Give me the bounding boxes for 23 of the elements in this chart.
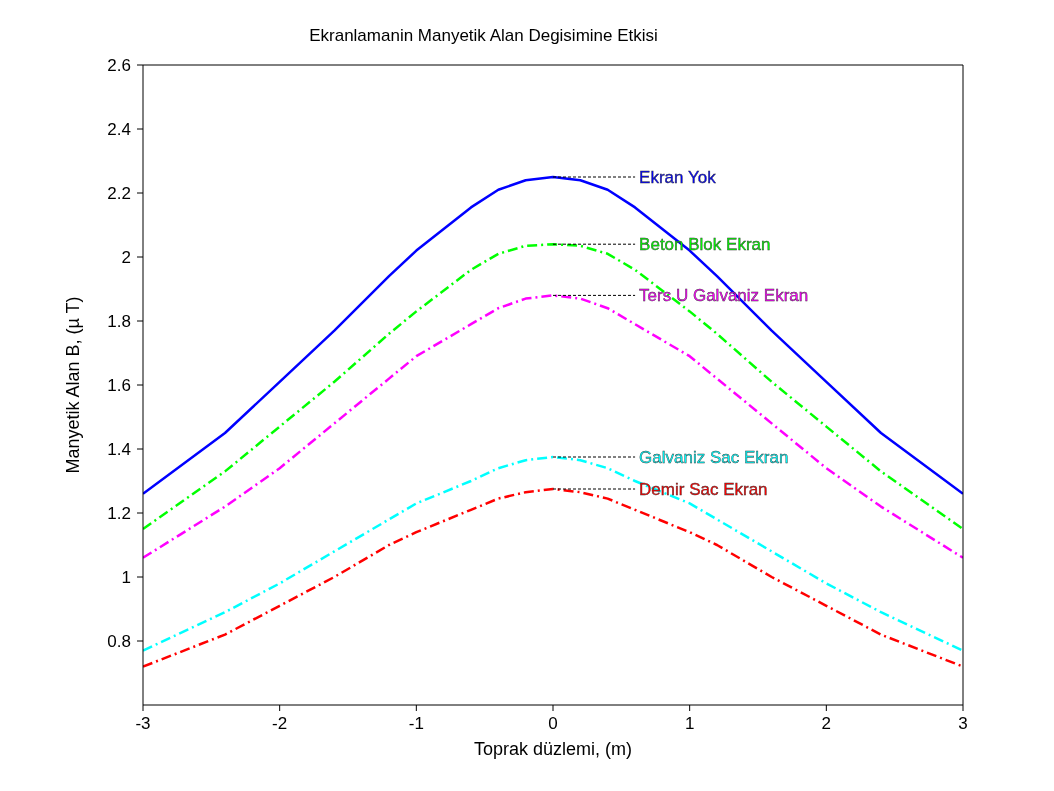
y-tick-label: 1.6 (107, 376, 131, 396)
x-tick-label: -1 (408, 714, 424, 734)
y-tick-label: 2.2 (107, 184, 131, 204)
y-tick-label: 0.8 (107, 632, 131, 652)
y-tick-label: 1 (121, 568, 131, 588)
y-tick-label: 2 (121, 248, 131, 268)
series-label: Beton Blok Ekran (639, 235, 771, 255)
y-tick-label: 1.2 (107, 504, 131, 524)
x-tick-label: 3 (958, 714, 968, 734)
x-axis-title: Toprak düzlemi, (m) (473, 739, 633, 759)
x-tick-label: 1 (684, 714, 695, 734)
y-tick-label: 2.6 (107, 56, 131, 76)
x-tick-label: 2 (821, 714, 832, 734)
x-tick-label: 0 (548, 714, 558, 734)
x-tick-label: -2 (272, 714, 288, 734)
y-tick-label: 1.8 (107, 312, 131, 332)
series-label: Ekran Yok (639, 167, 717, 187)
chart-title: Ekranlamanin Manyetik Alan Degisimine Etkisi (308, 26, 659, 46)
x-tick-label: -3 (135, 714, 151, 734)
y-tick-label: 2.4 (107, 120, 131, 140)
series-label: Galvaniz Sac Ekran (639, 447, 789, 467)
y-axis-title: Manyetik Alan B, (µ T) (63, 296, 84, 474)
y-tick-label: 1.4 (107, 440, 131, 460)
